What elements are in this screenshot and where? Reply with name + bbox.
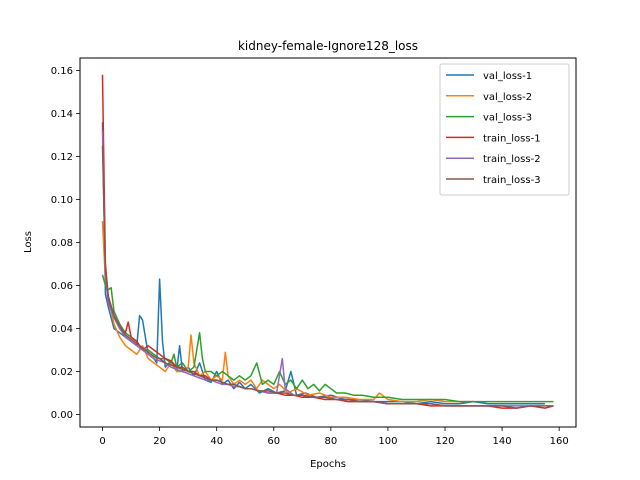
y-axis: 0.00 0.02 0.04 0.06 0.08 0.10 0.12 0.14 0.16 xyxy=(51,66,80,421)
series-line-train-loss-3 xyxy=(101,145,554,409)
legend-label-train-loss-2: train_loss-2 xyxy=(483,154,541,165)
x-tick-label: 140 xyxy=(493,436,512,447)
series-layer xyxy=(101,74,554,409)
y-tick-label: 0.12 xyxy=(51,152,73,163)
x-tick-label: 40 xyxy=(210,436,223,447)
y-tick-label: 0.04 xyxy=(51,324,73,335)
x-axis: 0 20 40 60 80 100 120 140 160 xyxy=(99,427,569,447)
legend-label-val-loss-1: val_loss-1 xyxy=(483,71,532,82)
x-tick-label: 0 xyxy=(99,436,105,447)
series-line-val-loss-3 xyxy=(101,274,554,403)
chart-title: kidney-female-Ignore128_loss xyxy=(238,39,418,53)
y-tick-label: 0.08 xyxy=(51,238,73,249)
legend-label-train-loss-1: train_loss-1 xyxy=(483,133,541,144)
x-tick-label: 60 xyxy=(267,436,280,447)
y-tick-label: 0.16 xyxy=(51,66,73,77)
legend-label-val-loss-3: val_loss-3 xyxy=(483,113,532,124)
legend-box xyxy=(439,63,570,196)
x-axis-title: Epochs xyxy=(310,459,346,470)
plot-area xyxy=(79,57,577,428)
y-axis-title: Loss xyxy=(23,231,34,253)
legend: val_loss-1 val_loss-2 val_loss-3 train_loss… xyxy=(439,63,570,196)
x-tick-label: 160 xyxy=(550,436,569,447)
y-tick-label: 0.06 xyxy=(51,281,73,292)
y-tick-label: 0.14 xyxy=(51,109,73,120)
x-tick-label: 20 xyxy=(153,436,166,447)
legend-label-val-loss-2: val_loss-2 xyxy=(483,92,532,103)
y-tick-label: 0.00 xyxy=(51,410,73,421)
x-tick-label: 100 xyxy=(378,436,397,447)
y-tick-label: 0.10 xyxy=(51,195,73,206)
legend-label-train-loss-3: train_loss-3 xyxy=(483,175,541,186)
x-tick-label: 80 xyxy=(324,436,337,447)
x-tick-label: 120 xyxy=(435,436,454,447)
y-tick-label: 0.02 xyxy=(51,367,73,378)
